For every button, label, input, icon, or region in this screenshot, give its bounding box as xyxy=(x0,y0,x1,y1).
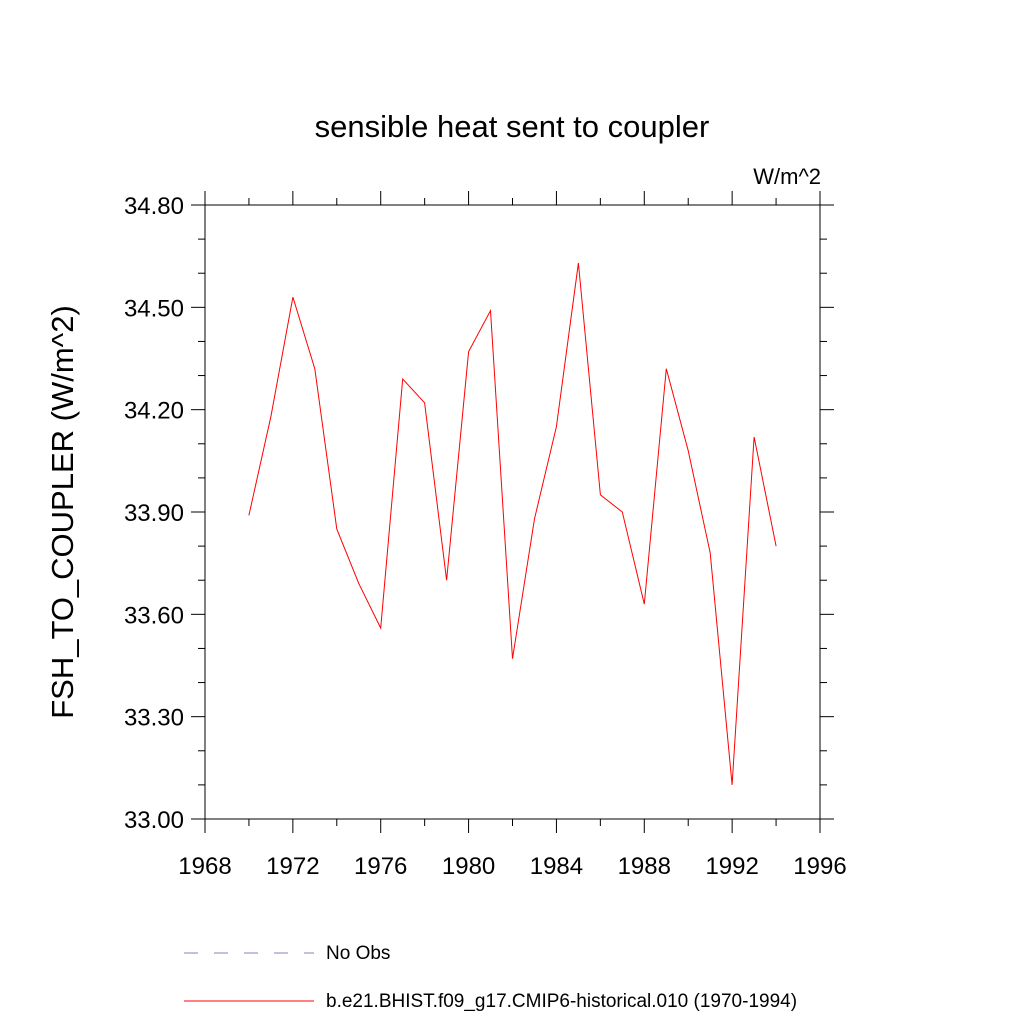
y-tick-label: 34.50 xyxy=(124,295,184,322)
x-tick-label: 1972 xyxy=(266,853,319,880)
x-tick-label: 1976 xyxy=(354,853,407,880)
legend-label-no-obs: No Obs xyxy=(326,943,390,964)
y-tick-label: 33.00 xyxy=(124,807,184,834)
y-tick-label: 33.90 xyxy=(124,500,184,527)
x-tick-label: 1992 xyxy=(705,853,758,880)
y-tick-label: 33.30 xyxy=(124,705,184,732)
x-tick-label: 1984 xyxy=(530,853,583,880)
data-series xyxy=(248,262,777,785)
x-tick-label: 1980 xyxy=(442,853,495,880)
chart-title: sensible heat sent to coupler xyxy=(315,109,710,144)
legend: No Obs b.e21.BHIST.f09_g17.CMIP6-histori… xyxy=(184,943,797,1012)
y-tick-label: 33.60 xyxy=(124,602,184,629)
series-line xyxy=(248,262,777,785)
y-tick-label: 34.20 xyxy=(124,398,184,425)
plot-frame xyxy=(204,204,821,820)
legend-label-historical-010: b.e21.BHIST.f09_g17.CMIP6-historical.010… xyxy=(326,991,797,1012)
y-axis-tick-labels: 33.00 33.30 33.60 33.90 34.20 34.50 34.80 xyxy=(124,193,184,834)
x-tick-label: 1968 xyxy=(178,853,231,880)
x-tick-label: 1988 xyxy=(618,853,671,880)
units-label: W/m^2 xyxy=(753,164,821,189)
y-axis-title: FSH_TO_COUPLER (W/m^2) xyxy=(45,305,80,719)
x-axis-tick-labels: 1968 1972 1976 1980 1984 1988 1992 1996 xyxy=(178,853,846,880)
axis-ticks xyxy=(191,191,834,833)
y-tick-label: 34.80 xyxy=(124,193,184,220)
x-tick-label: 1996 xyxy=(793,853,846,880)
